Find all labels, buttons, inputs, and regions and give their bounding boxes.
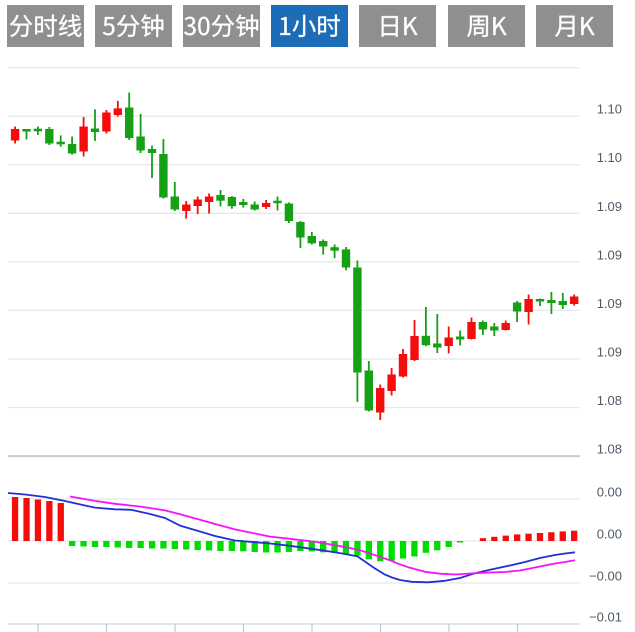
- svg-text:1.10: 1.10: [597, 150, 622, 165]
- svg-text:1.09: 1.09: [597, 345, 622, 360]
- svg-text:−0.00: −0.00: [589, 569, 622, 584]
- svg-text:1.09: 1.09: [597, 199, 622, 214]
- svg-text:1.10: 1.10: [597, 102, 622, 117]
- svg-text:1.09: 1.09: [597, 247, 622, 262]
- svg-text:1.08: 1.08: [597, 442, 622, 457]
- svg-text:1.09: 1.09: [597, 296, 622, 311]
- svg-text:0.00: 0.00: [597, 527, 622, 542]
- svg-text:−0.01: −0.01: [589, 610, 622, 625]
- svg-text:0.00: 0.00: [597, 485, 622, 500]
- svg-text:1.08: 1.08: [597, 393, 622, 408]
